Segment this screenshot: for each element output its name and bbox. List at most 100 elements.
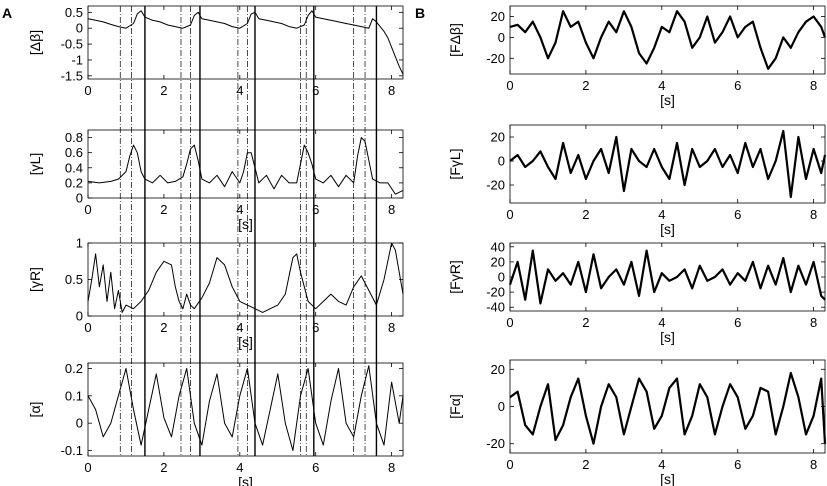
- y-tick-label: 0.8: [65, 130, 83, 145]
- x-tick-label: 6: [312, 202, 319, 217]
- charts-layer: 0 2 4 6 8-1.5-1-0.500.5[Δβ]0 2 4 6 800.20.40.60.…: [27, 5, 827, 486]
- axis-frame: [87, 242, 404, 317]
- chart-panel-3: 0 2 4 6 8 0 0.5 1 [γR] [s]: [27, 236, 404, 350]
- x-tick-label: 2: [160, 83, 167, 98]
- x-tick-label: 4: [236, 202, 243, 217]
- chart-panel-4: 0 2 4 6 8-0.100.10.2[α][s]: [27, 361, 404, 486]
- y-tick-label: 0: [498, 154, 505, 169]
- y-tick-label: 0.2: [65, 175, 83, 190]
- y-tick-label: 1: [76, 236, 83, 251]
- y-tick-label: 0.5: [65, 5, 83, 20]
- x-tick-label: 2: [160, 202, 167, 217]
- y-tick-label: -20: [486, 51, 505, 66]
- x-tick-label: 4: [658, 457, 665, 472]
- x-axis-label: [s]: [238, 216, 253, 232]
- x-axis-label: [s]: [660, 92, 675, 108]
- axis-frame: [87, 362, 404, 457]
- y-tick-label: -0.5: [61, 37, 83, 52]
- y-tick-label: 20: [491, 9, 505, 24]
- y-tick-label: 0.6: [65, 145, 83, 160]
- x-axis-label: [s]: [238, 334, 253, 350]
- x-tick-label: 0: [84, 83, 91, 98]
- axis-frame: [509, 124, 826, 204]
- y-tick-label: 0: [498, 270, 505, 285]
- panel-letter-b: B: [415, 5, 425, 21]
- y-tick-label: 0: [76, 309, 83, 324]
- y-tick-label: 0: [76, 21, 83, 36]
- x-tick-label: 4: [658, 78, 665, 93]
- x-tick-label: 0: [506, 78, 513, 93]
- y-tick-label: -0.1: [61, 443, 83, 458]
- y-tick-label: -20: [486, 178, 505, 193]
- series-line-1: [87, 242, 404, 313]
- x-tick-label: 6: [312, 460, 319, 475]
- x-tick-label: 2: [582, 207, 589, 222]
- x-tick-label: 8: [388, 202, 395, 217]
- x-tick-label: 4: [236, 320, 243, 335]
- chart-panel-1: 0 2 4 6 8-1.5-1-0.500.5[Δβ]: [27, 5, 404, 98]
- y-tick-label: 0.5: [65, 272, 83, 287]
- x-tick-label: 4: [658, 315, 665, 330]
- x-axis-label: [s]: [660, 221, 675, 237]
- x-tick-label: 4: [236, 83, 243, 98]
- y-axis-label: [FγL]: [447, 148, 463, 179]
- x-tick-label: 8: [810, 457, 817, 472]
- x-axis-label: [s]: [660, 329, 675, 345]
- y-tick-label: 40: [491, 239, 505, 254]
- y-tick-label: -1.5: [61, 68, 83, 83]
- panel-letter-a: A: [2, 5, 12, 21]
- y-axis-label: [FΔβ]: [447, 23, 463, 57]
- series-line-1: [509, 10, 827, 70]
- y-tick-label: -1: [71, 52, 83, 67]
- y-axis-label: [FγR]: [447, 260, 463, 293]
- x-tick-label: 8: [810, 78, 817, 93]
- x-tick-label: 2: [160, 320, 167, 335]
- y-axis-label: [α]: [27, 402, 43, 418]
- series-line-1: [87, 365, 404, 451]
- axis-frame: [509, 359, 826, 454]
- y-tick-label: 0: [76, 191, 83, 206]
- x-tick-label: 0: [84, 460, 91, 475]
- y-tick-label: 0: [498, 30, 505, 45]
- y-axis-label: [γL]: [27, 153, 43, 176]
- y-axis-label: [γR]: [27, 267, 43, 292]
- y-tick-label: -40: [486, 300, 505, 315]
- event-lines-layer: [119, 6, 378, 456]
- x-tick-label: 0: [506, 315, 513, 330]
- series-line-1: [509, 129, 827, 199]
- series-line-1: [87, 10, 404, 75]
- x-tick-label: 2: [582, 78, 589, 93]
- y-tick-label: 0.4: [65, 160, 83, 175]
- y-tick-label: 20: [491, 130, 505, 145]
- y-tick-label: 20: [491, 362, 505, 377]
- x-tick-label: 0: [506, 457, 513, 472]
- series-line-1: [508, 249, 826, 305]
- x-tick-label: 8: [810, 315, 817, 330]
- x-tick-label: 4: [658, 207, 665, 222]
- x-tick-label: 2: [582, 315, 589, 330]
- y-tick-label: -20: [486, 285, 505, 300]
- y-axis-label: [Δβ]: [27, 30, 43, 55]
- x-tick-label: 8: [388, 320, 395, 335]
- x-tick-label: 6: [734, 315, 741, 330]
- series-line-1: [509, 371, 827, 445]
- x-axis-label: [s]: [238, 474, 253, 486]
- axis-frame: [87, 129, 404, 199]
- x-tick-label: 6: [312, 83, 319, 98]
- x-tick-label: 2: [582, 457, 589, 472]
- x-tick-label: 6: [312, 320, 319, 335]
- x-axis-label: [s]: [660, 471, 675, 486]
- y-tick-label: -20: [486, 436, 505, 451]
- y-tick-label: 0: [76, 416, 83, 431]
- y-tick-label: 20: [491, 254, 505, 269]
- x-tick-label: 6: [734, 457, 741, 472]
- x-tick-label: 6: [734, 207, 741, 222]
- axis-frame: [87, 5, 404, 80]
- x-tick-label: 4: [236, 460, 243, 475]
- x-tick-label: 8: [388, 83, 395, 98]
